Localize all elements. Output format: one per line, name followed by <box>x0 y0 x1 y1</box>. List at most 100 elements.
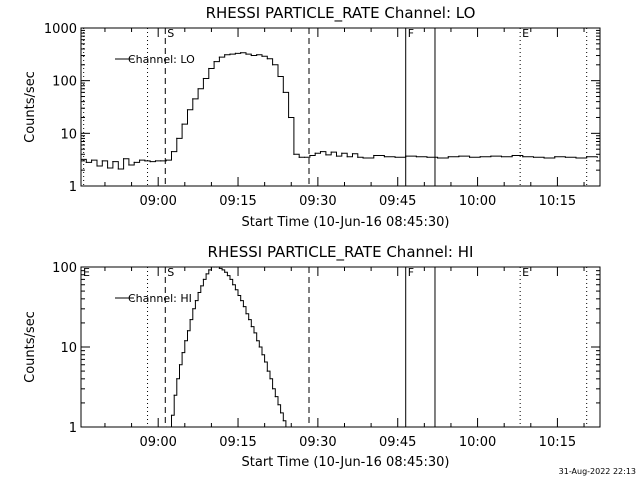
y-axis-label: Counts/sec <box>23 71 38 143</box>
data-point <box>256 54 258 56</box>
data-point <box>202 77 204 80</box>
data-point <box>394 156 396 158</box>
data-point <box>226 275 228 277</box>
data-point <box>218 267 220 269</box>
y-tick-label: 1 <box>69 180 77 195</box>
plot-frame <box>80 27 601 187</box>
data-point <box>415 156 417 158</box>
data-point <box>351 153 354 155</box>
data-point <box>192 98 194 100</box>
data-point <box>293 153 295 155</box>
data-point <box>123 158 125 160</box>
marker-label: F <box>408 266 414 279</box>
data-point <box>341 152 343 154</box>
data-point <box>554 156 556 158</box>
data-point <box>200 285 202 287</box>
data-point <box>586 156 588 158</box>
data-point <box>213 267 215 268</box>
data-point <box>346 156 348 158</box>
data-point <box>101 160 103 162</box>
data-point <box>285 426 287 427</box>
legend-label: Channel: LO <box>128 53 195 66</box>
data-point <box>330 151 332 153</box>
data-point <box>224 271 226 273</box>
data-point <box>261 55 263 57</box>
data-point <box>309 154 311 157</box>
data-point <box>469 156 471 158</box>
data-point <box>245 53 247 55</box>
data-point <box>256 340 258 342</box>
data-point <box>234 289 236 291</box>
x-tick-label: 09:00 <box>139 194 176 209</box>
data-point <box>490 155 492 157</box>
footer-timestamp: 31-Aug-2022 22:13 <box>559 467 636 476</box>
y-tick-label: 10 <box>60 127 77 142</box>
data-point <box>458 155 460 157</box>
data-point <box>266 370 268 372</box>
data-point <box>197 88 199 90</box>
data-point <box>149 161 151 163</box>
data-point <box>405 155 407 157</box>
data-point <box>532 156 535 158</box>
x-axis-label: Start Time (10-Jun-16 08:45:30) <box>242 215 450 230</box>
data-point <box>383 156 385 158</box>
x-tick-label: 09:15 <box>219 435 256 450</box>
data-point <box>232 284 234 286</box>
data-point <box>564 156 567 158</box>
data-point <box>186 330 189 332</box>
data-point <box>210 267 212 268</box>
y-tick-label: 100 <box>52 75 77 90</box>
data-point <box>264 361 266 363</box>
data-point <box>280 412 282 414</box>
data-point <box>91 159 93 161</box>
data-point <box>261 354 263 356</box>
data-point <box>357 156 359 158</box>
data-point <box>250 54 252 57</box>
data-point <box>277 404 279 406</box>
data-point <box>194 300 196 302</box>
data-point <box>500 156 503 158</box>
data-point <box>258 346 260 348</box>
data-point <box>176 378 178 380</box>
data-point <box>274 396 276 398</box>
data-point <box>128 164 130 166</box>
x-tick-label: 09:45 <box>379 194 416 209</box>
marker-label: F <box>408 27 414 40</box>
data-point <box>325 154 327 156</box>
data-point <box>139 159 141 161</box>
data-point <box>575 157 577 159</box>
data-point <box>216 267 218 268</box>
data-point <box>362 157 364 159</box>
data-point <box>202 278 204 280</box>
y-tick-label: 10 <box>60 341 77 356</box>
data-point <box>205 273 207 275</box>
data-point <box>85 161 87 163</box>
data-point <box>170 414 173 416</box>
y-tick-label: 100 <box>52 261 77 276</box>
data-point <box>234 52 236 55</box>
data-point <box>189 319 191 321</box>
data-point <box>192 308 194 310</box>
x-tick-label: 10:00 <box>459 435 496 450</box>
data-point <box>186 109 189 111</box>
data-point <box>479 156 481 158</box>
data-point <box>224 54 226 56</box>
x-tick-label: 09:15 <box>219 194 256 209</box>
data-point <box>253 332 255 334</box>
data-point <box>165 426 167 427</box>
data-point <box>229 278 231 280</box>
data-point <box>282 91 284 93</box>
y-tick-label: 1000 <box>44 22 77 37</box>
series-line-lo <box>81 52 598 170</box>
data-point <box>213 61 215 63</box>
data-point <box>240 52 242 54</box>
y-tick-label: 1 <box>69 421 77 436</box>
data-point <box>266 58 268 60</box>
data-point <box>133 161 135 163</box>
data-point <box>178 364 181 366</box>
data-point <box>277 75 279 78</box>
x-tick-label: 09:45 <box>379 435 416 450</box>
data-point <box>242 306 244 308</box>
